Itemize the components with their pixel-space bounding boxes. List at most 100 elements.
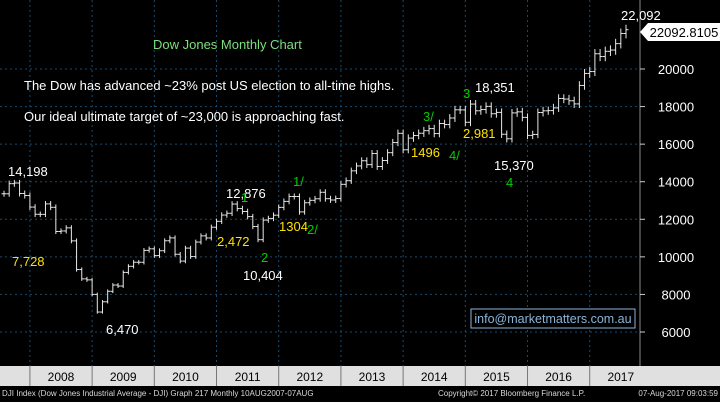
price-label: 1496 [411, 145, 440, 160]
ohlc-bar [68, 225, 74, 244]
ohlc-bar [42, 200, 48, 218]
ohlc-bar [442, 119, 448, 129]
y-tick-label: 12000 [658, 212, 694, 227]
y-tick-label: 14000 [658, 175, 694, 190]
ohlc-bar [6, 180, 12, 197]
ohlc-bar [229, 201, 235, 217]
ohlc-bar [136, 260, 142, 265]
chart-title: Dow Jones Monthly Chart [153, 37, 302, 52]
ohlc-bar [151, 246, 157, 258]
ohlc-bar [540, 106, 546, 117]
ohlc-bar [182, 245, 188, 264]
ohlc-bar [208, 224, 214, 241]
ohlc-bar [291, 193, 297, 200]
ohlc-bar [343, 177, 349, 188]
wave-label: 4 [506, 175, 513, 190]
y-tick-label: 20000 [658, 62, 694, 77]
ohlc-bar [519, 107, 525, 122]
ohlc-bar [462, 105, 468, 127]
ohlc-bar [302, 199, 308, 215]
price-label: 1304 [279, 219, 308, 234]
ohlc-bar [214, 218, 220, 230]
last-price-tag: 22092.8105 [640, 23, 720, 41]
x-tick-label: 2015 [483, 370, 510, 384]
footer-copyright: Copyright© 2017 Bloomberg Finance L.P. [438, 389, 586, 398]
ohlc-bar [312, 195, 318, 204]
ohlc-bar [177, 251, 183, 264]
ohlc-bar [379, 157, 385, 170]
price-label: 22,092 [621, 8, 661, 23]
ohlc-bar [271, 212, 277, 222]
ohlc-bar [32, 204, 38, 218]
price-label: 10,404 [243, 268, 283, 283]
x-tick-label: 2016 [545, 370, 572, 384]
ohlc-bar [286, 193, 292, 205]
wave-label: 2/ [307, 222, 318, 237]
ohlc-bar [188, 245, 194, 259]
ohlc-bar [488, 102, 494, 118]
ohlc-bar [131, 260, 137, 269]
watermark-text: info@marketmatters.com.au [474, 312, 631, 326]
ohlc-bar [348, 167, 354, 184]
ohlc-bar [535, 108, 541, 139]
ohlc-bar [509, 108, 515, 143]
ohlc-bar [224, 210, 230, 218]
wave-label: 3 [463, 86, 470, 101]
y-tick-label: 10000 [658, 250, 694, 265]
ohlc-bar [405, 134, 411, 154]
ohlc-bar [400, 129, 406, 154]
ohlc-bar [193, 239, 199, 259]
ohlc-bar [48, 200, 54, 211]
ohlc-bar [545, 106, 551, 115]
ohlc-bar [468, 99, 473, 127]
x-tick-label: 2008 [48, 370, 75, 384]
wave-label: 3/ [423, 109, 434, 124]
x-tick-label: 2014 [421, 370, 448, 384]
ohlc-bar [245, 208, 251, 220]
ohlc-bar [436, 119, 442, 138]
ohlc-bar [421, 126, 427, 137]
ohlc-bar [478, 105, 484, 115]
ohlc-bar [17, 179, 23, 197]
ohlc-bar [125, 264, 131, 275]
ohlc-bar [369, 150, 375, 168]
note-line-1: The Dow has advanced ~23% post US electi… [24, 78, 394, 93]
ohlc-bar [525, 113, 531, 140]
ohlc-bar [457, 105, 463, 114]
ohlc-bar [353, 162, 359, 175]
wave-label: 4/ [449, 148, 460, 163]
ohlc-bar [359, 157, 365, 170]
ohlc-bar [110, 283, 116, 294]
ohlc-bar [317, 189, 323, 202]
price-label: 12,876 [226, 186, 266, 201]
ohlc-bar [198, 233, 204, 245]
x-axis: 2008 2009 2010 2011 2012 2013 2014 2015 2016 2017 [0, 366, 720, 386]
ohlc-bar [276, 204, 282, 218]
price-label: 18,351 [475, 80, 515, 95]
ohlc-bar [447, 114, 453, 129]
x-tick-label: 2010 [172, 370, 199, 384]
ohlc-bar [623, 24, 629, 39]
ohlc-bar [296, 193, 302, 215]
ohlc-bar [385, 149, 391, 164]
x-tick-label: 2011 [235, 370, 261, 384]
ohlc-bar [167, 235, 173, 244]
ohlc-bar [530, 130, 536, 140]
note-line-2: Our ideal ultimate target of ~23,000 is … [24, 109, 345, 124]
ohlc-bar [410, 131, 416, 142]
last-price-text: 22092.8105 [650, 25, 719, 40]
ohlc-bar [416, 129, 422, 140]
ohlc-bar [307, 197, 313, 206]
price-label: 2,981 [463, 126, 496, 141]
annotations: Dow Jones Monthly Chart The Dow has advan… [8, 8, 661, 337]
watermark: info@marketmatters.com.au [470, 308, 636, 329]
x-axis-bg [0, 366, 640, 386]
ohlc-bar [607, 45, 613, 57]
ohlc-bar [493, 108, 499, 118]
ohlc-bar [27, 192, 33, 210]
ohlc-bar [395, 129, 401, 147]
ohlc-bar [473, 99, 479, 115]
ohlc-bar [431, 124, 437, 138]
ohlc-bar [613, 38, 619, 55]
y-tick-label: 6000 [662, 325, 691, 340]
